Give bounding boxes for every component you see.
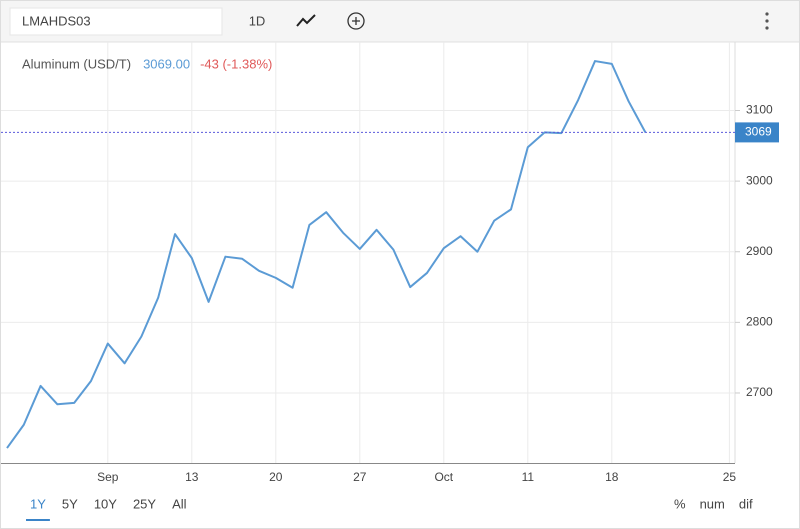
range-button[interactable]: All [172, 496, 187, 511]
symbol-input[interactable] [9, 7, 223, 36]
x-tick-label: Sep [97, 470, 119, 484]
menu-dot [765, 19, 769, 23]
menu-dot [765, 12, 769, 16]
chart-type-icon[interactable] [296, 14, 316, 27]
y-tick-label: 3100 [746, 103, 773, 117]
x-tick-label: 25 [723, 470, 737, 484]
add-indicator-icon[interactable] [347, 12, 365, 30]
price-line-series [6, 60, 647, 449]
x-tick-label: 11 [522, 470, 535, 484]
current-price-label: 3069 [745, 125, 772, 139]
last-price: 3069.00 [143, 56, 190, 71]
bottom-bar: Sep 13 20 27 Oct 11 18 25 1Y 5Y 10Y 25Y All% num dif [26, 470, 753, 521]
grid: 2700 2800 2900 3000 3100 [1, 42, 773, 464]
x-tick-label: 18 [605, 470, 619, 484]
price-change: -43 (-1.38%) [200, 56, 272, 71]
mode-button[interactable]: num [700, 496, 725, 511]
add-indicator-plus [352, 17, 360, 25]
x-tick-label: 13 [185, 470, 199, 484]
menu-icon[interactable] [765, 12, 769, 30]
plot: 3069 [1, 60, 779, 449]
menu-dot [765, 26, 769, 30]
x-tick-label: Oct [434, 470, 453, 484]
y-tick-label: 2700 [746, 385, 773, 399]
current-price-tag [735, 122, 779, 143]
range-button[interactable]: 1Y [30, 496, 46, 511]
x-tick-label: 20 [269, 470, 283, 484]
legend-name: Aluminum (USD/T) [22, 56, 131, 71]
range-button[interactable]: 25Y [133, 496, 156, 511]
symbol-text: LMAHDS03 [22, 13, 91, 28]
x-tick-label: 27 [353, 470, 367, 484]
mode-button[interactable]: dif [739, 496, 753, 511]
interval-button[interactable]: 1D [249, 13, 266, 28]
mode-button[interactable]: % [674, 496, 686, 511]
range-button[interactable]: 5Y [62, 496, 78, 511]
y-tick-label: 2900 [746, 244, 773, 258]
y-tick-label: 3000 [746, 173, 773, 187]
y-tick-label: 2800 [746, 315, 773, 329]
range-button[interactable]: 10Y [94, 496, 117, 511]
